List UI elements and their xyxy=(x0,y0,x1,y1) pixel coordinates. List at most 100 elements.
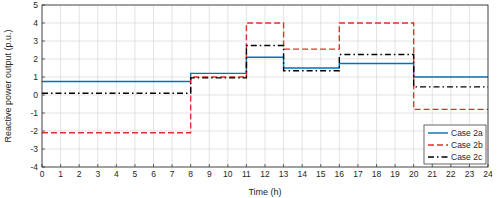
grid xyxy=(42,5,488,167)
x-tick xyxy=(302,164,303,167)
y-tick xyxy=(42,113,45,114)
x-tick xyxy=(432,164,433,167)
legend-box xyxy=(424,125,486,164)
series-group xyxy=(42,23,488,133)
x-tick xyxy=(469,164,470,167)
x-tick-label: 8 xyxy=(188,169,193,179)
x-tick-label: 5 xyxy=(133,169,138,179)
ticks: 0123456789101112131415161718192021222324… xyxy=(30,0,493,179)
grid-line xyxy=(357,5,358,167)
x-tick xyxy=(60,164,61,167)
y-tick-label: 0 xyxy=(33,90,38,100)
x-tick-label: 21 xyxy=(428,169,438,179)
legend: Case 2a Case 2b Case 2c xyxy=(424,125,486,164)
y-tick-label: -4 xyxy=(30,162,38,172)
x-tick xyxy=(227,164,228,167)
x-tick-label: 9 xyxy=(207,169,212,179)
y-tick-label: -1 xyxy=(30,108,38,118)
legend-label: Case 2c xyxy=(451,152,483,162)
x-tick-label: 19 xyxy=(390,169,400,179)
grid-line xyxy=(395,5,396,167)
grid-line xyxy=(320,5,321,167)
x-tick-label: 17 xyxy=(353,169,363,179)
y-tick xyxy=(42,131,45,132)
legend-swatch xyxy=(428,144,448,145)
x-tick xyxy=(246,164,247,167)
series-line xyxy=(42,57,488,81)
x-tick xyxy=(79,164,80,167)
grid-line xyxy=(60,5,61,167)
x-tick-label: 10 xyxy=(223,169,233,179)
grid-line xyxy=(283,5,284,167)
legend-label: Case 2a xyxy=(451,128,483,138)
y-tick-label: 5 xyxy=(33,0,38,10)
legend-label: Case 2b xyxy=(451,140,483,150)
legend-swatch xyxy=(428,156,448,157)
x-tick xyxy=(413,164,414,167)
plot-area xyxy=(42,5,488,167)
x-tick-label: 3 xyxy=(95,169,100,179)
x-tick-label: 7 xyxy=(170,169,175,179)
x-tick xyxy=(283,164,284,167)
y-tick-label: -2 xyxy=(30,126,38,136)
grid-line xyxy=(302,5,303,167)
grid-line xyxy=(172,5,173,167)
grid-line xyxy=(42,41,488,42)
series-line xyxy=(42,23,488,133)
grid-line xyxy=(42,131,488,132)
grid-line xyxy=(265,5,266,167)
series-line xyxy=(42,46,488,94)
y-axis-label: Reactive power output (p.u.) xyxy=(3,29,13,142)
y-tick-label: -3 xyxy=(30,144,38,154)
y-tick xyxy=(42,59,45,60)
x-tick xyxy=(450,164,451,167)
x-tick-label: 22 xyxy=(446,169,456,179)
x-tick-label: 1 xyxy=(58,169,63,179)
x-tick-label: 24 xyxy=(483,169,493,179)
x-tick xyxy=(134,164,135,167)
x-tick xyxy=(153,164,154,167)
grid-line xyxy=(134,5,135,167)
y-tick xyxy=(42,149,45,150)
x-tick-label: 11 xyxy=(242,169,251,179)
grid-line xyxy=(42,149,488,150)
y-tick-label: 2 xyxy=(33,54,38,64)
y-tick xyxy=(42,77,45,78)
x-tick-label: 2 xyxy=(77,169,82,179)
y-tick-label: 1 xyxy=(33,72,38,82)
x-tick xyxy=(190,164,191,167)
grid-line xyxy=(79,5,80,167)
x-tick xyxy=(172,164,173,167)
y-tick xyxy=(42,41,45,42)
grid-line xyxy=(153,5,154,167)
x-tick xyxy=(339,164,340,167)
y-tick-label: 4 xyxy=(33,18,38,28)
grid-line xyxy=(227,5,228,167)
x-tick-label: 12 xyxy=(260,169,270,179)
grid-line xyxy=(97,5,98,167)
plot-frame xyxy=(42,5,488,167)
x-tick-label: 16 xyxy=(335,169,345,179)
grid-line xyxy=(42,23,488,24)
grid-line xyxy=(190,5,191,167)
x-tick xyxy=(265,164,266,167)
grid-line xyxy=(209,5,210,167)
x-tick xyxy=(116,164,117,167)
grid-line xyxy=(376,5,377,167)
chart: 0123456789101112131415161718192021222324… xyxy=(0,0,500,198)
grid-line xyxy=(42,113,488,114)
x-axis-label: Time (h) xyxy=(248,187,281,197)
y-tick xyxy=(42,95,45,96)
grid-line xyxy=(42,59,488,60)
grid-line xyxy=(116,5,117,167)
y-tick-label: 3 xyxy=(33,36,38,46)
x-tick-label: 15 xyxy=(316,169,326,179)
x-tick xyxy=(320,164,321,167)
x-tick-label: 14 xyxy=(297,169,307,179)
x-tick xyxy=(357,164,358,167)
x-tick-label: 0 xyxy=(40,169,45,179)
legend-swatch xyxy=(428,132,448,133)
x-tick xyxy=(97,164,98,167)
x-tick xyxy=(209,164,210,167)
grid-line xyxy=(42,95,488,96)
